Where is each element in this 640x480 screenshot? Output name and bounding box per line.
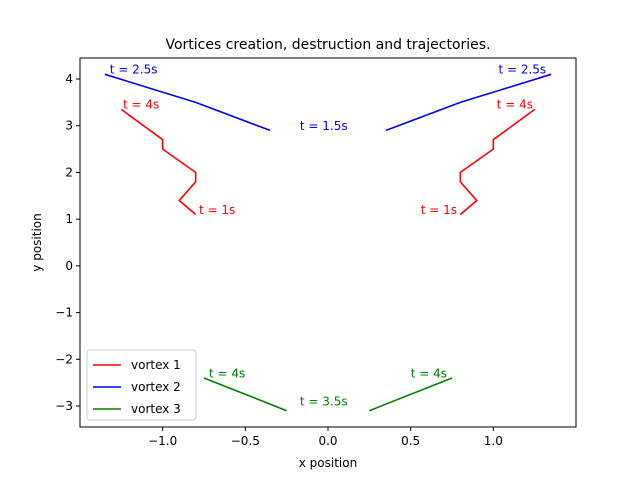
time-annotation: t = 2.5s bbox=[110, 63, 158, 77]
x-tick-label: 0.0 bbox=[318, 434, 337, 448]
legend-box bbox=[86, 349, 197, 421]
legend-label: vortex 3 bbox=[131, 402, 181, 416]
time-annotation: t = 4s bbox=[123, 98, 159, 112]
time-annotation: t = 1s bbox=[199, 203, 235, 217]
time-annotation: t = 4s bbox=[411, 366, 447, 380]
chart-title: Vortices creation, destruction and traje… bbox=[165, 37, 490, 53]
x-axis-label: x position bbox=[299, 456, 357, 470]
time-annotation: t = 4s bbox=[209, 366, 245, 380]
x-tick-label: −0.5 bbox=[231, 434, 260, 448]
y-tick-label: 1 bbox=[65, 212, 73, 226]
time-annotation: t = 3.5s bbox=[300, 394, 348, 408]
y-tick-label: 3 bbox=[65, 119, 73, 133]
legend-label: vortex 2 bbox=[131, 380, 181, 394]
y-tick-label: −3 bbox=[55, 399, 73, 413]
x-tick-label: 0.5 bbox=[401, 434, 420, 448]
y-tick-label: −2 bbox=[55, 352, 73, 366]
x-tick-label: −1.0 bbox=[148, 434, 177, 448]
series-line-2-right bbox=[385, 73, 552, 132]
y-tick-label: 2 bbox=[65, 165, 73, 179]
x-tick-label: 1.0 bbox=[484, 434, 503, 448]
legend: vortex 1 vortex 2 vortex 3 bbox=[86, 349, 197, 421]
series-line-1-right bbox=[459, 108, 536, 216]
series-line-2-left bbox=[104, 73, 271, 132]
series-line-3-left bbox=[203, 377, 287, 412]
y-tick-label: 4 bbox=[65, 72, 73, 86]
y-axis-label: y position bbox=[30, 213, 44, 271]
series-line-3-right bbox=[369, 377, 453, 412]
time-annotation: t = 1s bbox=[421, 203, 457, 217]
time-annotation: t = 1.5s bbox=[300, 119, 348, 133]
y-tick-label: −1 bbox=[55, 306, 73, 320]
legend-label: vortex 1 bbox=[131, 358, 181, 372]
time-annotation: t = 4s bbox=[497, 98, 533, 112]
y-tick-label: 0 bbox=[65, 259, 73, 273]
series-line-1-left bbox=[120, 108, 197, 216]
time-annotation: t = 2.5s bbox=[498, 63, 546, 77]
